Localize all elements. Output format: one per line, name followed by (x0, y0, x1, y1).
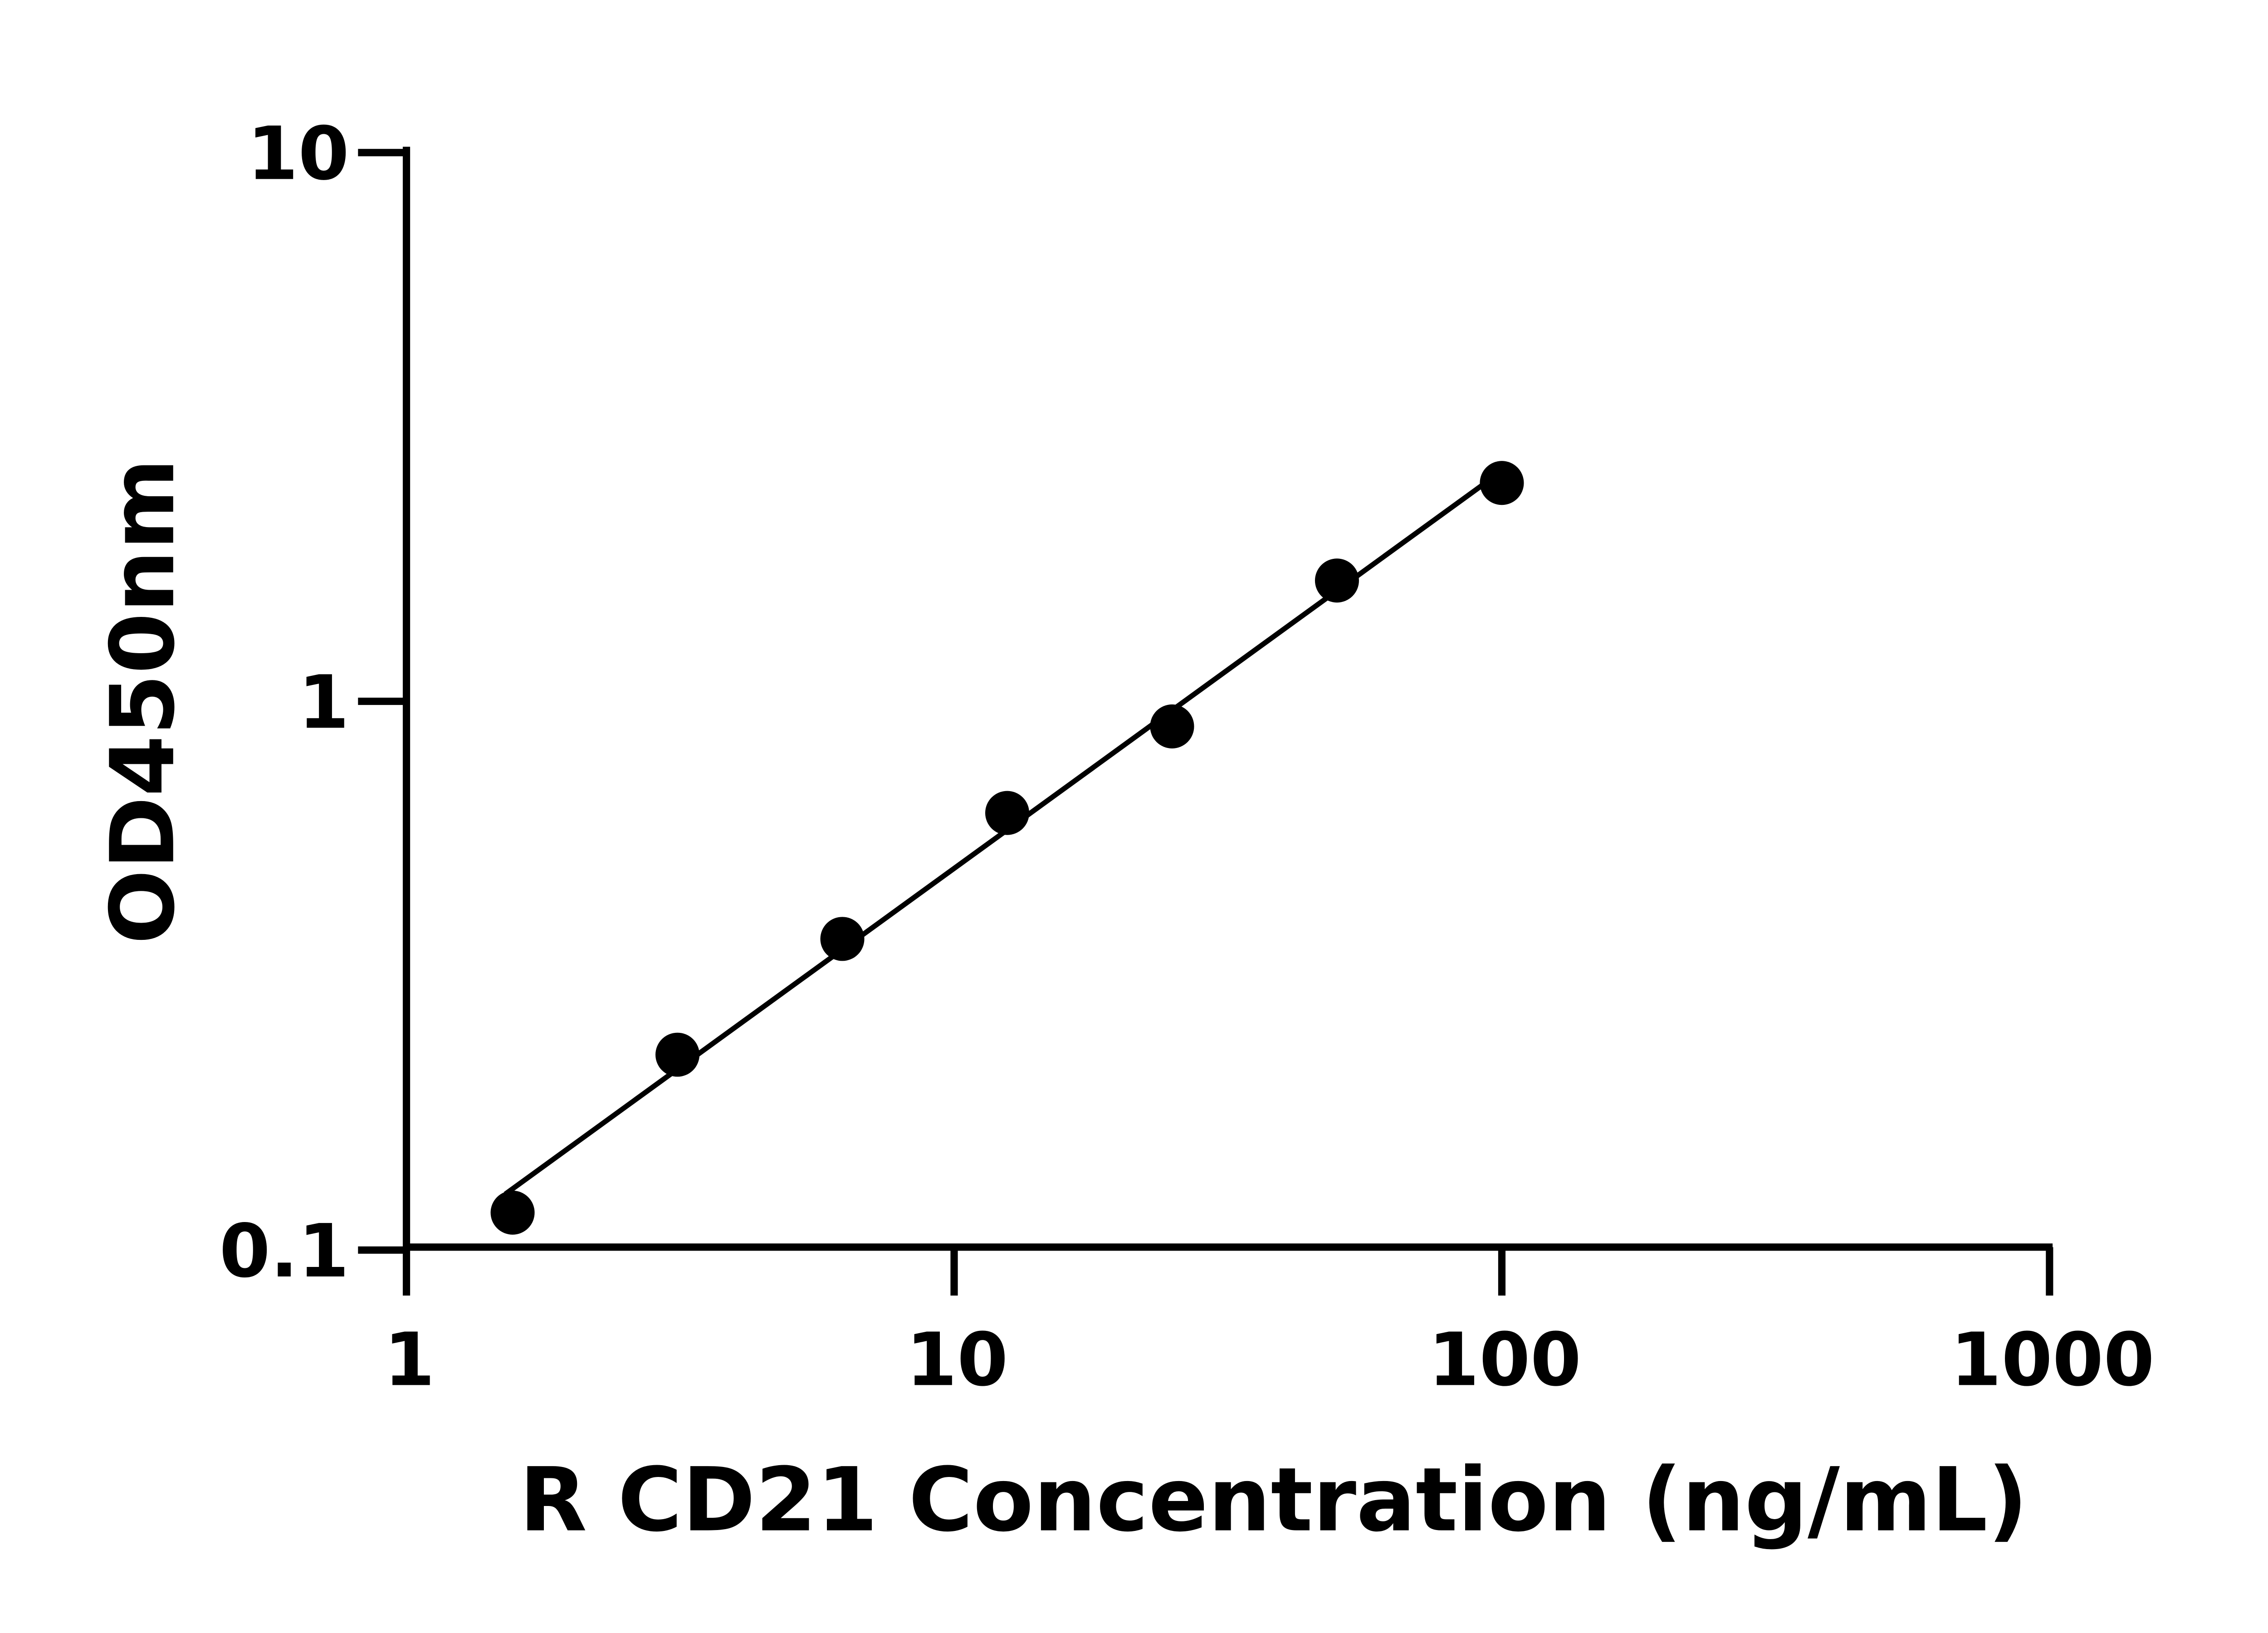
y-tick-label: 1 (298, 660, 349, 745)
data-points (490, 461, 1524, 1235)
data-point (1150, 704, 1194, 748)
data-point (490, 1190, 535, 1235)
x-tick-label: 10 (906, 1317, 1008, 1403)
y-tick-label: 10 (247, 112, 349, 197)
ticks: 1 10 100 1000 0.1 1 10 (219, 112, 2154, 1403)
x-tick-label: 100 (1428, 1317, 1582, 1403)
axes (402, 147, 2053, 1251)
x-tick-label: 1 (384, 1317, 435, 1403)
data-point (820, 917, 865, 961)
data-point (985, 791, 1030, 835)
data-point (1480, 461, 1524, 505)
x-tick-label: 1000 (1950, 1317, 2155, 1403)
x-axis-label: R CD21 Concentration (ng/mL) (519, 1449, 2028, 1551)
data-point (1315, 558, 1359, 603)
y-tick-label: 0.1 (219, 1209, 349, 1294)
y-axis-label: OD450nm (92, 458, 194, 944)
data-point (655, 1032, 700, 1077)
